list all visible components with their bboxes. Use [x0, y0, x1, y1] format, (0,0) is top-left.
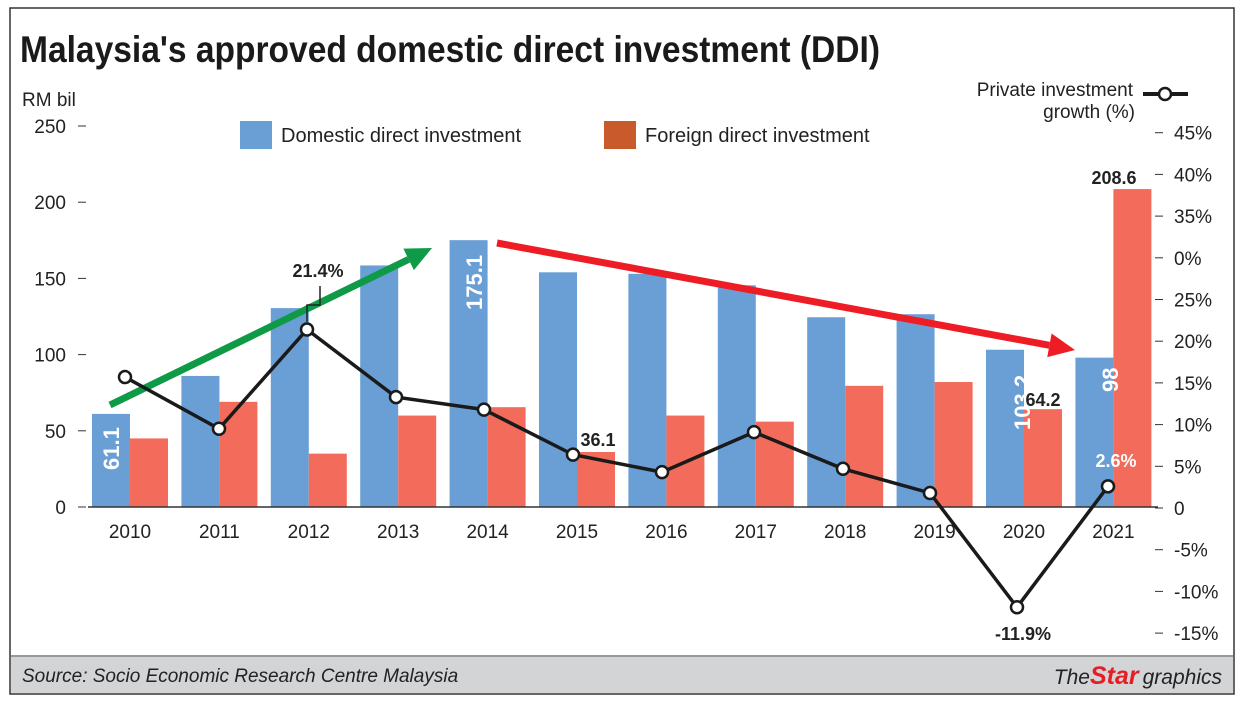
right-tick-label: 40% [1174, 165, 1212, 186]
bar-fdi-2020 [1024, 409, 1062, 507]
x-tick-label: 2010 [109, 522, 151, 543]
bar-ddi-2012 [270, 308, 309, 507]
right-tick-label: -5% [1174, 541, 1208, 562]
label-ddi-2021: 98 [1098, 368, 1123, 392]
legend-label-fdi: Foreign direct investment [645, 125, 870, 147]
bar-fdi-2012 [308, 453, 347, 507]
thestar-logo: TheStar graphics [1054, 662, 1223, 690]
source-note: Source: Socio Economic Research Centre M… [22, 666, 458, 687]
trend-arrow-up-head [403, 248, 432, 271]
x-tick-label: 2021 [1092, 522, 1134, 543]
bar-ddi-2020 [986, 349, 1024, 507]
x-tick-label: 2017 [735, 522, 777, 543]
label-fdi-2021: 208.6 [1091, 168, 1136, 188]
left-axis-label: RM bil [22, 90, 76, 111]
left-tick-label: 150 [34, 269, 66, 290]
trend-arrow-up-shaft [108, 256, 411, 409]
growth-point-2010 [117, 369, 133, 385]
legend-marker-growth [1157, 86, 1173, 102]
left-tick-label: 0 [55, 498, 66, 519]
right-tick-label: 5% [1174, 457, 1202, 478]
right-tick-label: -15% [1174, 624, 1218, 645]
growth-point-2013 [388, 389, 404, 405]
growth-line [124, 327, 1110, 611]
bar-fdi-2011 [219, 401, 258, 507]
x-tick-label: 2013 [377, 522, 419, 543]
bar-ddi-2014 [449, 240, 488, 508]
x-tick-label: 2014 [466, 522, 509, 543]
label-ddi-2020: 103.2 [1010, 375, 1035, 430]
x-tick-label: 2019 [913, 522, 955, 543]
left-tick-label: 50 [45, 422, 66, 443]
right-axis-label-line2: growth (%) [1043, 102, 1135, 123]
growth-point-2019 [922, 485, 938, 501]
right-tick-label: 25% [1174, 291, 1212, 312]
growth-point-2011 [211, 421, 227, 437]
bar-fdi-2019 [934, 382, 973, 507]
label-leader-2012 [306, 286, 321, 322]
right-tick-label: 20% [1174, 332, 1212, 353]
bar-ddi-2015 [539, 272, 577, 507]
chart-title: Malaysia's approved domestic direct inve… [20, 29, 880, 70]
label-ddi-2010: 61.1 [99, 427, 124, 470]
trend-arrow-down-head [1047, 333, 1075, 358]
label-fdi-2015: 36.1 [580, 430, 615, 450]
label-growth-2012: 21.4% [292, 261, 343, 281]
growth-point-2014 [476, 402, 492, 417]
growth-point-2015 [565, 447, 581, 462]
bar-ddi-2011 [181, 375, 220, 507]
growth-point-2017 [746, 424, 762, 440]
trend-arrow-down-shaft [496, 239, 1051, 349]
right-tick-label: 0 [1174, 499, 1185, 520]
legend: Domestic direct investment Foreign direct… [240, 121, 870, 149]
left-tick-label: 250 [34, 117, 66, 138]
growth-point-2021 [1100, 479, 1116, 494]
x-tick-label: 2011 [199, 522, 240, 543]
bar-ddi-2019 [896, 314, 935, 507]
right-tick-label: 45% [1174, 124, 1212, 145]
growth-point-2018 [835, 461, 851, 477]
x-tick-label: 2015 [556, 522, 598, 543]
left-tick-label: 100 [34, 346, 66, 367]
right-axis-label-line1: Private investment [977, 80, 1134, 101]
bar-fdi-2018 [845, 385, 884, 507]
right-tick-label: -10% [1174, 582, 1218, 603]
bar-ddi-2010 [92, 413, 130, 507]
label-ddi-2014: 175.1 [462, 255, 487, 310]
footer-band [11, 656, 1233, 693]
x-tick-label: 2016 [645, 522, 687, 543]
bar-fdi-2013 [398, 415, 437, 507]
label-growth-2020: -11.9% [995, 624, 1051, 644]
bar-ddi-2017 [717, 285, 756, 507]
legend-swatch-ddi [240, 121, 272, 149]
legend-label-ddi: Domestic direct investment [281, 125, 522, 147]
right-tick-label: 35% [1174, 207, 1212, 228]
right-tick-label: 0% [1174, 249, 1202, 270]
growth-point-2016 [654, 464, 670, 480]
x-tick-label: 2012 [288, 522, 330, 543]
x-tick-label: 2020 [1003, 522, 1045, 543]
growth-point-2020 [1009, 599, 1025, 615]
label-fdi-2020: 64.2 [1025, 390, 1060, 410]
bar-ddi-2018 [807, 317, 846, 507]
right-tick-label: 10% [1174, 416, 1212, 437]
bar-fdi-2021 [1113, 189, 1152, 507]
legend-swatch-fdi [604, 121, 636, 149]
bar-fdi-2010 [130, 438, 168, 507]
x-tick-label: 2018 [824, 522, 866, 543]
label-growth-2021: 2.6% [1095, 451, 1136, 471]
growth-point-2012 [299, 322, 315, 337]
bar-fdi-2014 [487, 407, 526, 507]
right-tick-label: 15% [1174, 374, 1212, 395]
left-tick-label: 200 [34, 193, 66, 214]
